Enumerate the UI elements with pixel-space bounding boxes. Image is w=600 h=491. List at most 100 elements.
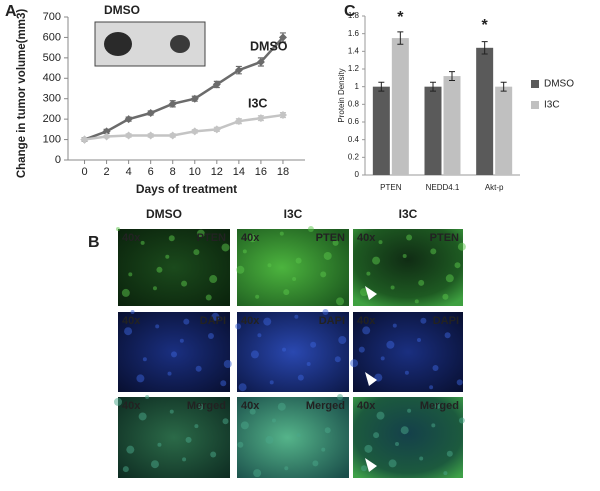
cell-spot <box>222 418 229 425</box>
cell-spot <box>362 326 371 335</box>
cell-spot <box>337 394 344 400</box>
cell-spot <box>207 333 214 339</box>
magnification: 40x <box>357 232 376 244</box>
cell-spot <box>420 317 427 324</box>
cell-spot <box>458 417 465 424</box>
cell-spot <box>181 280 188 287</box>
y-tick-label: 500 <box>43 52 61 64</box>
cell-spot <box>361 465 367 472</box>
cell-spot <box>130 310 135 314</box>
arrowhead <box>365 458 377 472</box>
cell-spot <box>378 240 383 245</box>
marker <box>124 115 133 124</box>
cell-spot <box>307 226 314 232</box>
cell-spot <box>183 318 190 325</box>
x-tick-label: 16 <box>255 166 267 178</box>
cell-spot <box>390 285 395 290</box>
cell-spot <box>138 412 147 421</box>
marker <box>234 117 243 126</box>
marker <box>278 111 287 120</box>
cell-spot <box>376 411 385 420</box>
marker <box>190 94 199 103</box>
micrograph <box>118 229 230 306</box>
marker <box>102 127 111 136</box>
stain-label: Merged <box>306 400 345 412</box>
cell-spot <box>373 432 380 439</box>
magnification: 40x <box>241 315 260 327</box>
bar <box>424 86 442 175</box>
error-bar <box>397 31 404 45</box>
x-tick-label: 2 <box>104 166 110 178</box>
cell-spot <box>155 324 160 329</box>
stain-label: PTEN <box>197 232 226 244</box>
cell-spot <box>294 314 299 319</box>
x-tick-label: 10 <box>189 166 201 178</box>
cell-spot <box>255 294 260 299</box>
cell-spot <box>445 274 454 283</box>
cell-spot <box>322 309 329 315</box>
cell-spot <box>296 433 301 438</box>
y-tick-label: 1.6 <box>348 29 360 38</box>
cell-spot <box>306 362 311 366</box>
cell-spot <box>168 235 175 242</box>
y-tick-label: 1 <box>355 82 360 91</box>
cell-spot <box>297 374 304 381</box>
cell-spot <box>220 380 227 387</box>
tumor <box>170 35 190 53</box>
cell-spot <box>417 338 421 342</box>
y-tick-label: 300 <box>43 93 61 105</box>
marker <box>256 57 265 66</box>
cell-spot <box>407 408 412 413</box>
cell-spot <box>156 266 163 273</box>
cell-spot <box>171 351 177 358</box>
cell-spot <box>430 248 437 255</box>
cell-spot <box>253 469 262 478</box>
cell-spot <box>446 450 453 457</box>
marker <box>234 66 243 75</box>
legend-label: DMSO <box>544 79 574 90</box>
cell-spot <box>114 397 122 406</box>
cell-spot <box>366 271 371 276</box>
cell-spot <box>167 371 172 376</box>
cell-spot <box>136 374 145 383</box>
cell-spot <box>284 466 289 471</box>
cell-spot <box>240 421 249 430</box>
cell-spot <box>332 239 339 246</box>
cell-spot <box>454 262 461 269</box>
marker <box>212 125 221 134</box>
cell-spot <box>211 312 220 321</box>
legend-swatch <box>531 80 539 88</box>
magnification: 40x <box>357 315 376 327</box>
bar <box>476 47 494 175</box>
cell-spot <box>205 294 212 301</box>
error-bar <box>481 41 488 55</box>
cell-spot <box>242 249 247 254</box>
cell-spot <box>195 365 202 372</box>
cell-spot <box>277 402 286 411</box>
x-tick-label: 18 <box>277 166 289 178</box>
cell-spot <box>182 457 187 462</box>
cell-spot <box>157 442 162 447</box>
cell-spot <box>265 435 274 444</box>
y-axis-label: Change in tumor volume(mm3) <box>16 9 28 178</box>
cell-spot <box>334 356 341 363</box>
marker <box>102 132 111 141</box>
x-tick-label: 0 <box>81 166 87 178</box>
cell-spot <box>336 297 345 306</box>
cell-spot <box>165 254 170 259</box>
marker <box>278 33 287 42</box>
y-tick-label: 1.2 <box>348 64 360 73</box>
y-tick-label: 100 <box>43 133 61 145</box>
cell-spot <box>350 359 359 368</box>
y-tick-label: 0.6 <box>348 117 360 126</box>
cell-spot <box>283 289 290 296</box>
x-tick-label: 14 <box>233 166 245 178</box>
cell-spot <box>358 346 365 353</box>
y-tick-label: 200 <box>43 113 61 125</box>
bar <box>495 86 513 175</box>
cell-spot <box>236 265 245 274</box>
cell-spot <box>145 395 150 399</box>
cell-spot <box>392 323 397 328</box>
cell-spot <box>150 460 159 469</box>
